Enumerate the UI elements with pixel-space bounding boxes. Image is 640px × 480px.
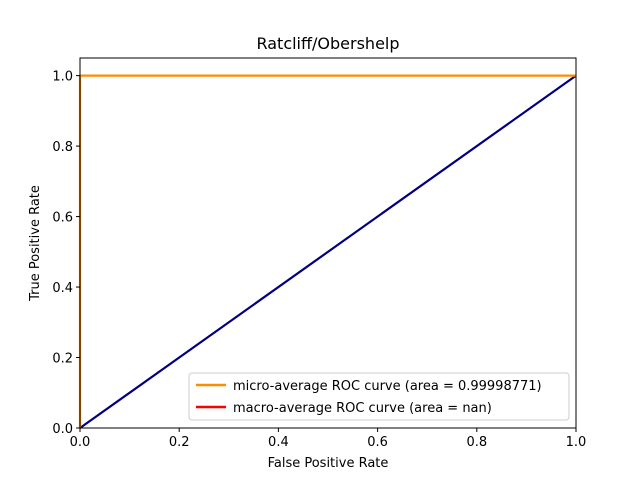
y-tick-label: 0.2	[52, 352, 73, 367]
plot-frame	[79, 57, 577, 429]
y-axis: 0.0 0.2 0.4 0.6 0.8 1.0	[52, 70, 80, 437]
y-tick-label: 0.4	[52, 281, 73, 296]
x-tick-label: 0.0	[70, 435, 91, 450]
x-tick-label: 0.4	[268, 435, 289, 450]
x-tick-label: 1.0	[566, 435, 587, 450]
x-axis-title: False Positive Rate	[268, 456, 389, 471]
chart-title: Ratcliff/Obershelp	[256, 34, 399, 53]
x-tick-label: 0.8	[466, 435, 487, 450]
y-tick-label: 1.0	[52, 70, 73, 85]
legend-box	[188, 372, 570, 421]
plot-area	[80, 58, 576, 428]
x-tick-label: 0.6	[367, 435, 388, 450]
legend-label-micro-average: micro-average ROC curve (area = 0.999987…	[233, 379, 542, 394]
y-tick-label: 0.0	[52, 422, 73, 437]
y-tick-label: 0.8	[52, 140, 73, 155]
chance-diagonal-line	[79, 74, 577, 429]
x-tick-label: 0.2	[169, 435, 190, 450]
y-axis-title: True Positive Rate	[28, 185, 43, 302]
y-tick-label: 0.6	[52, 211, 73, 226]
legend: micro-average ROC curve (area = 0.999987…	[188, 372, 570, 421]
x-axis: 0.0 0.2 0.4 0.6 0.8 1.0	[70, 428, 587, 450]
legend-label-macro-average: macro-average ROC curve (area = nan)	[233, 401, 492, 416]
